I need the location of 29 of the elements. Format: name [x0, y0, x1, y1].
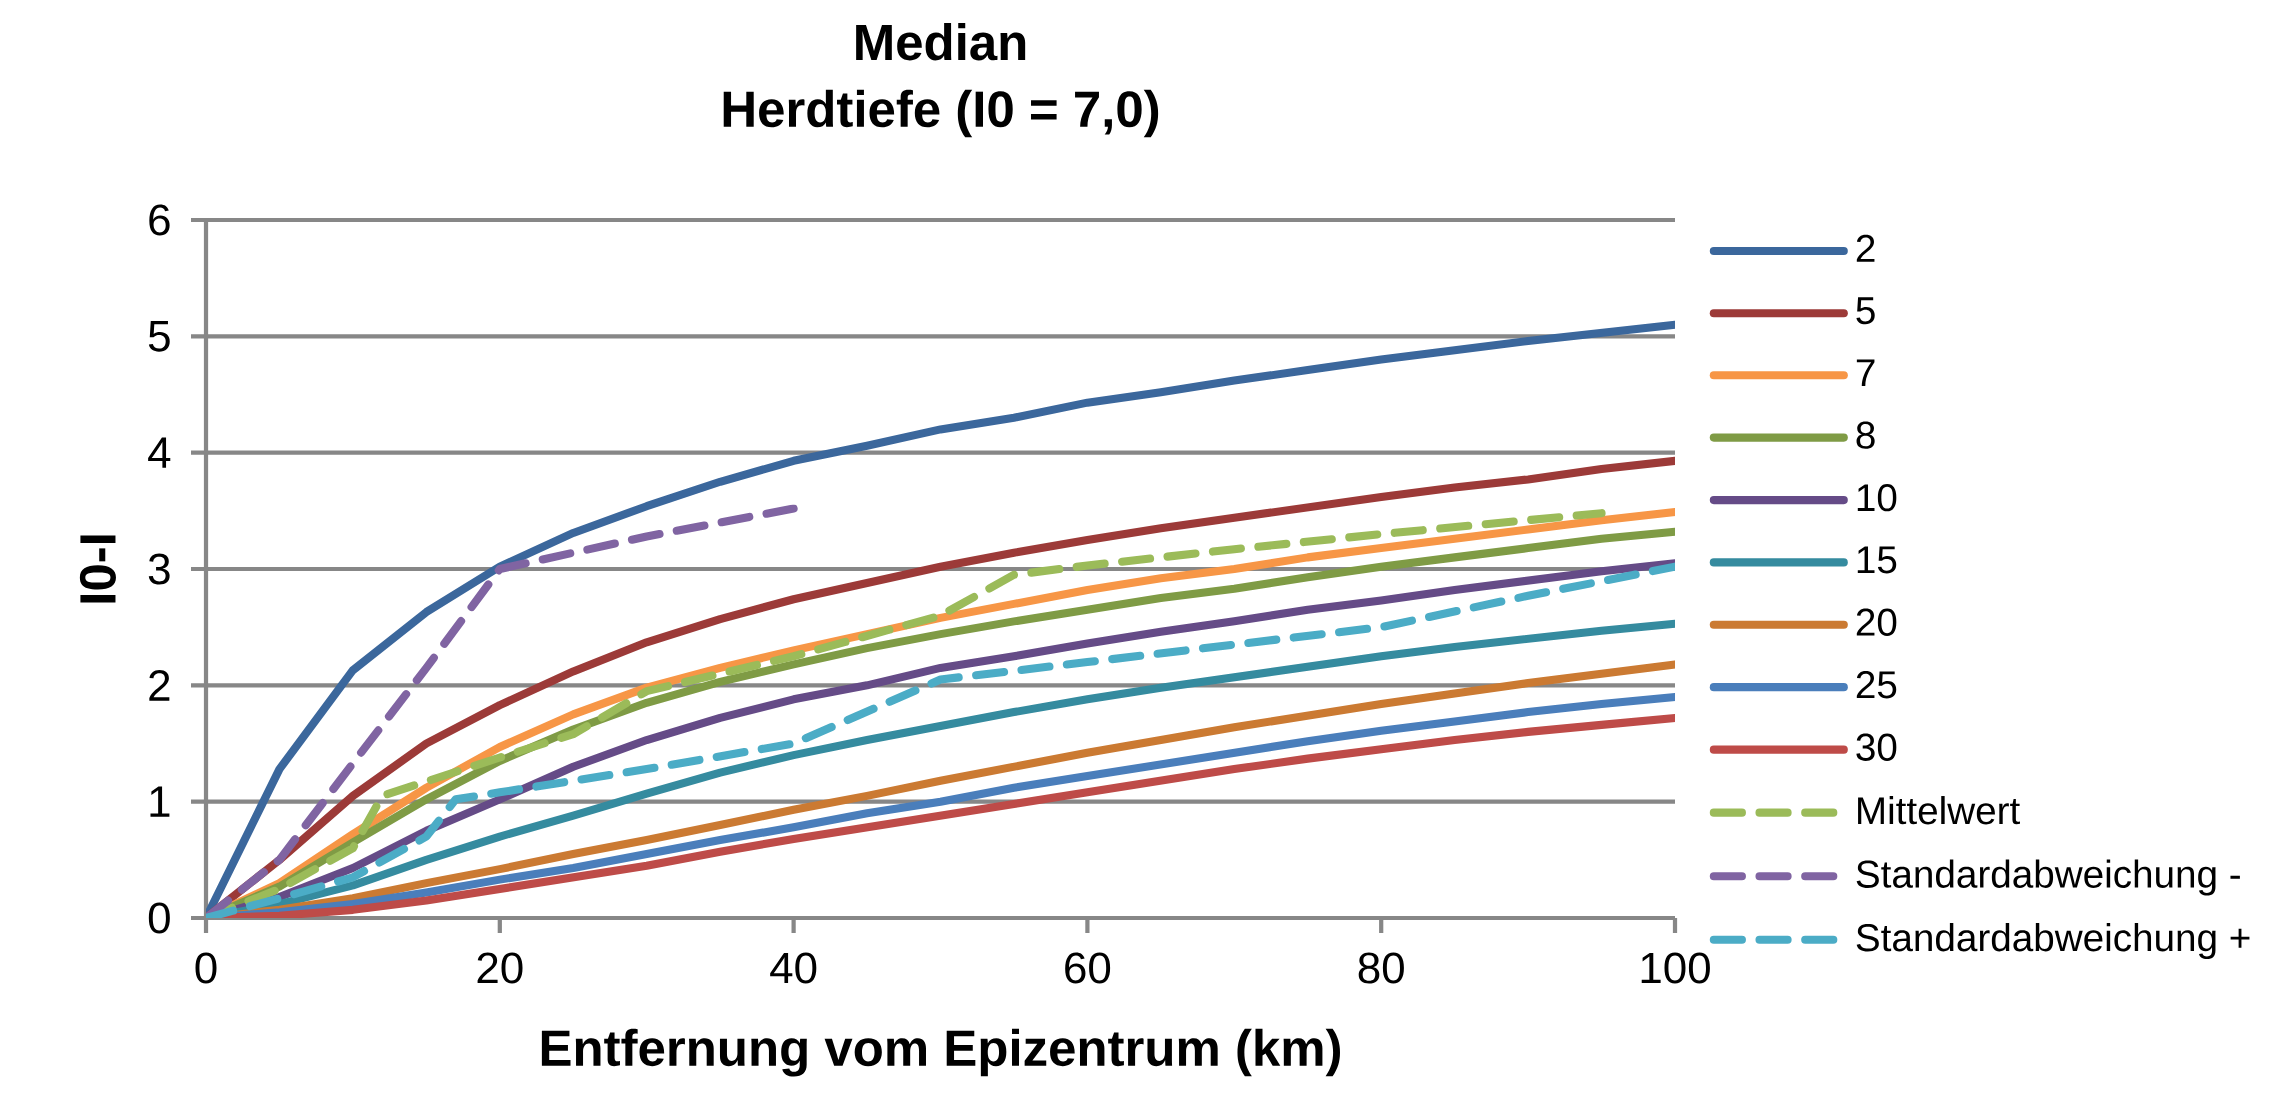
y-axis-title: I0-I [79, 535, 116, 603]
legend-label: 2 [1856, 234, 1875, 262]
y-tick-label: 0 [148, 902, 170, 934]
y-tick-label: 6 [149, 204, 170, 236]
y-tick-label: 3 [148, 553, 170, 585]
x-tick-label: 0 [195, 952, 217, 984]
x-tick-label: 100 [1641, 952, 1710, 984]
legend-label: Standardabweichung + [1856, 923, 2250, 960]
x-tick-label: 60 [1065, 952, 1111, 984]
chart-title: Median [856, 23, 1026, 61]
legend-label: 20 [1856, 608, 1897, 636]
legend-label: 8 [1856, 421, 1875, 449]
legend-label: 30 [1856, 733, 1897, 761]
legend-label: 15 [1857, 546, 1897, 574]
x-tick-label: 20 [477, 952, 523, 984]
legend-label: Standardabweichung - [1856, 859, 2240, 896]
legend-label: Mittelwert [1858, 796, 2020, 825]
legend-label: 5 [1856, 297, 1875, 325]
x-tick-label: 40 [770, 952, 817, 984]
x-axis-title: Entfernung vom Epizentrum (km) [541, 1028, 1340, 1077]
x-tick-label: 80 [1358, 952, 1404, 984]
legend-label: 7 [1856, 359, 1875, 386]
legend-label: 25 [1856, 671, 1897, 699]
y-tick-label: 5 [148, 321, 170, 352]
y-tick-label: 2 [149, 670, 170, 701]
y-tick-label: 4 [148, 437, 171, 468]
y-tick-label: 1 [150, 786, 170, 817]
chart-subtitle: Herdtiefe (I0 = 7,0) [723, 89, 1159, 138]
legend-label: 10 [1857, 484, 1897, 512]
